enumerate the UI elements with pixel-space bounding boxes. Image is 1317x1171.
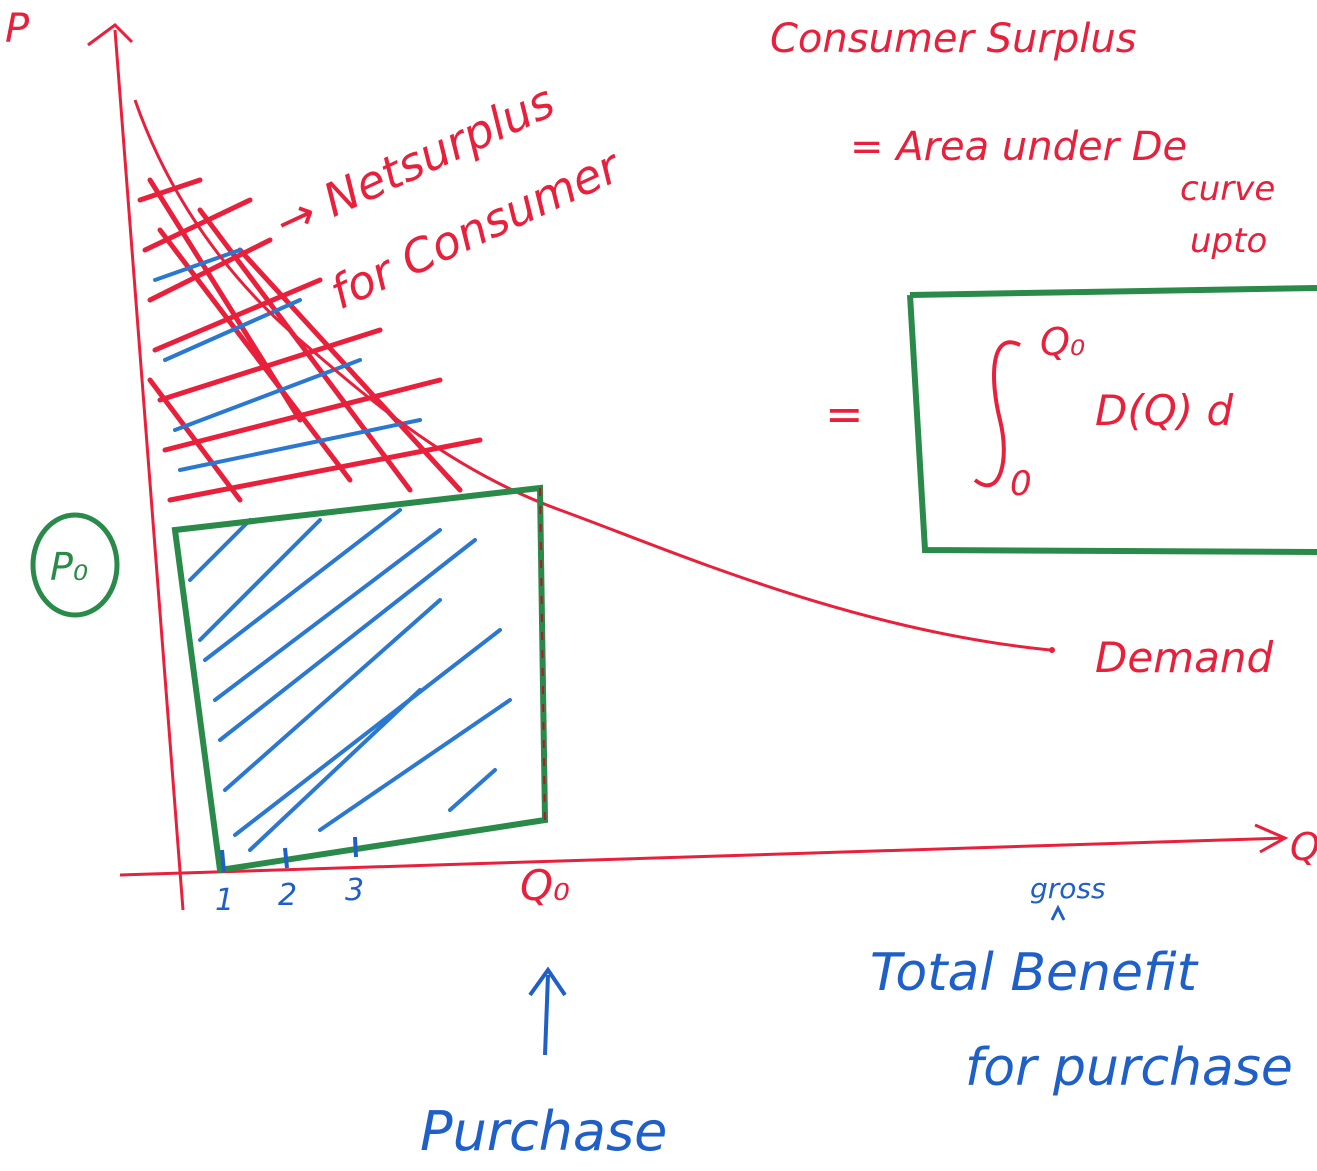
definition-line: = Area under De (850, 124, 1187, 170)
purchase-arrow (530, 970, 565, 1055)
heading: Consumer Surplus (770, 16, 1137, 62)
equals: = (825, 387, 864, 441)
y-arrow (88, 25, 132, 45)
integrand: D(Q) d (1095, 386, 1234, 435)
x-axis-label: Q (1290, 825, 1317, 869)
definition-line: upto (1190, 221, 1267, 261)
quantity-label: Q₀ (520, 861, 570, 910)
benefit-rectangle (175, 488, 545, 870)
price-label: P₀ (50, 545, 88, 589)
demand-label: Demand (1095, 633, 1273, 682)
definition-line: curve (1180, 169, 1275, 209)
total-benefit-label: Total Benefit (870, 943, 1199, 1003)
unit-label: 2 (278, 878, 297, 913)
purchase-label: Purchase (420, 1100, 667, 1163)
y-axis-label: P (5, 6, 30, 52)
caret (1052, 908, 1064, 920)
y-axis (115, 30, 183, 910)
unit-tick (285, 848, 287, 868)
total-benefit-label: for purchase (965, 1038, 1293, 1098)
unit-label: 1 (215, 883, 234, 918)
integral-upper: Q₀ (1040, 320, 1085, 364)
gross-label: gross (1030, 872, 1106, 905)
integral-lower: 0 (1010, 464, 1032, 504)
diagram: P Q Consumer Surplus = Area under De cur… (0, 0, 1317, 1171)
curve-end (1049, 647, 1055, 653)
unit-tick (355, 837, 356, 857)
unit-label: 3 (345, 873, 364, 908)
unit-tick (222, 850, 224, 872)
benefit-hatch (190, 510, 510, 850)
